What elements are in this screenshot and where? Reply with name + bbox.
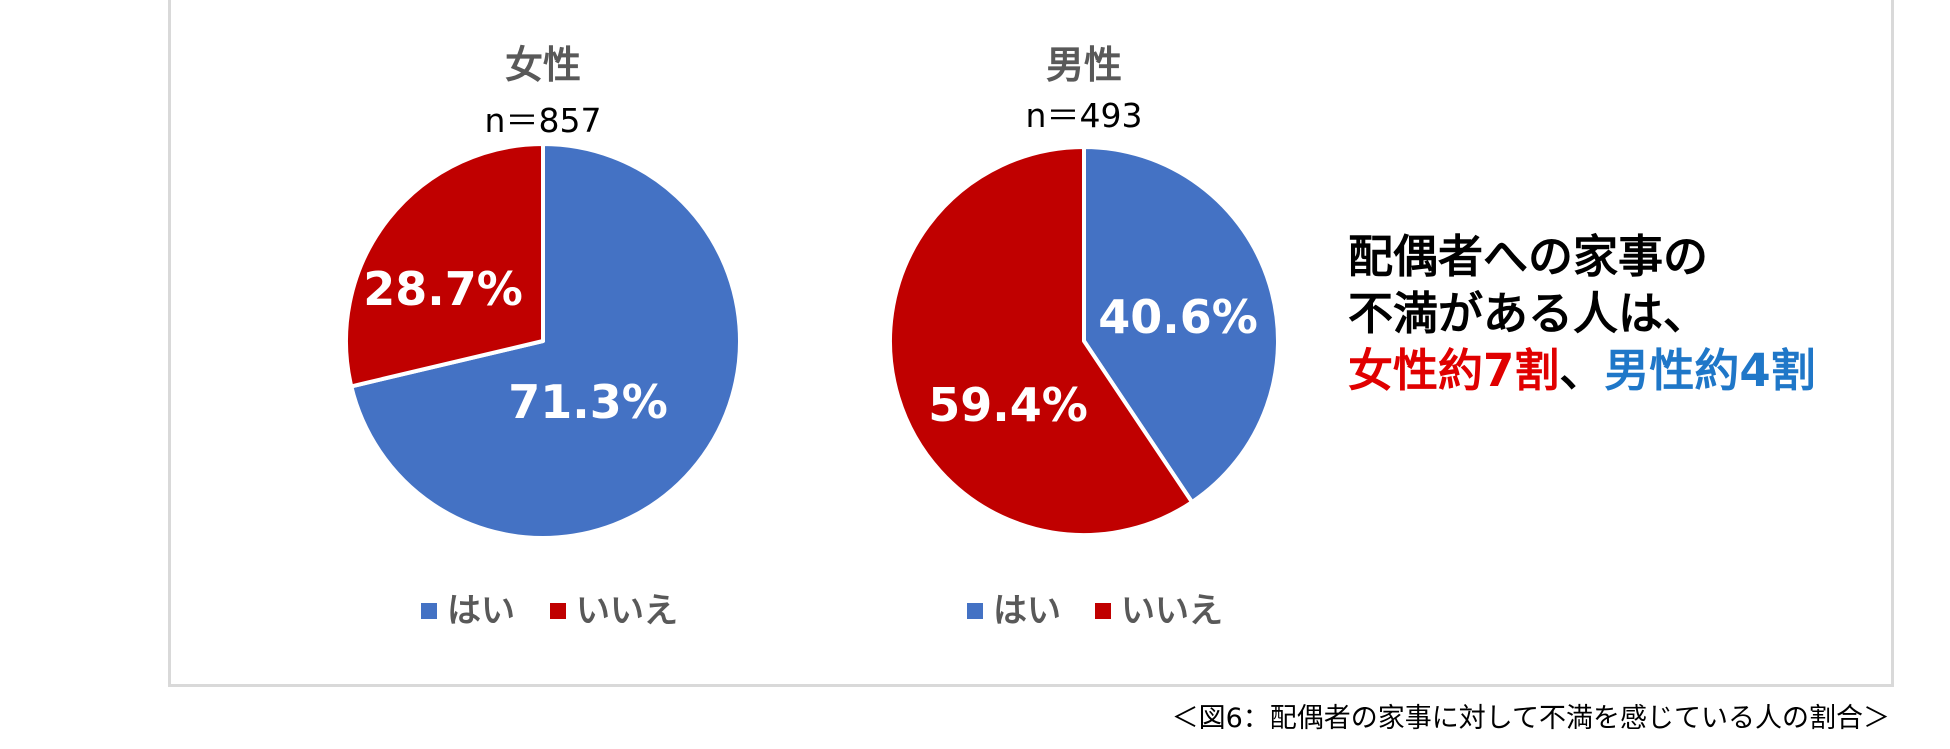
slice-label-hai: 71.3% <box>508 375 668 429</box>
legend-swatch-iie <box>1095 603 1111 619</box>
legend-label-iie: いいえ <box>1121 591 1223 631</box>
legend: はい いいえ <box>421 591 678 631</box>
figure-caption: ＜図6：配偶者の家事に対して不満を感じている人の割合＞ <box>1171 703 1890 734</box>
pie-slice-iie <box>888 145 1195 537</box>
sample-size: n＝493 <box>1026 96 1143 135</box>
pie-slices <box>888 145 1280 537</box>
legend-label-hai: はい <box>993 591 1061 631</box>
legend-label-hai: はい <box>447 591 515 631</box>
slice-label-iie: 59.4% <box>928 378 1088 432</box>
pie-slice-iie <box>344 142 545 389</box>
sample-size: n＝857 <box>485 101 602 140</box>
legend-swatch-iie <box>550 603 566 619</box>
headline: 配偶者への家事の 不満がある人は、 女性約7割、男性約4割 <box>1348 228 1908 399</box>
pie-slices <box>344 142 742 540</box>
legend: はい いいえ <box>967 591 1223 631</box>
chart-title: 男性 <box>1046 43 1122 87</box>
chart-title: 女性 <box>505 43 581 87</box>
headline-separator: 、 <box>1559 344 1605 397</box>
headline-line-1: 配偶者への家事の <box>1348 230 1709 283</box>
pie-slice-hai <box>349 142 742 540</box>
legend-swatch-hai <box>967 603 983 619</box>
slice-label-hai: 40.6% <box>1098 290 1258 344</box>
legend-swatch-hai <box>421 603 437 619</box>
headline-male-ratio: 男性約4割 <box>1604 344 1816 397</box>
slice-label-iie: 28.7% <box>363 262 523 316</box>
pie-chart-male: 男性 n＝493 40.6% 59.4% はい いいえ <box>888 43 1280 631</box>
legend-label-iie: いいえ <box>576 591 678 631</box>
headline-female-ratio: 女性約7割 <box>1348 344 1560 397</box>
pie-chart-female: 女性 n＝857 71.3% 28.7% はい いいえ <box>344 43 742 631</box>
pie-slice-hai <box>1082 145 1280 505</box>
headline-line-3: 女性約7割、男性約4割 <box>1348 342 1908 399</box>
headline-line-2: 不満がある人は、 <box>1348 287 1709 340</box>
